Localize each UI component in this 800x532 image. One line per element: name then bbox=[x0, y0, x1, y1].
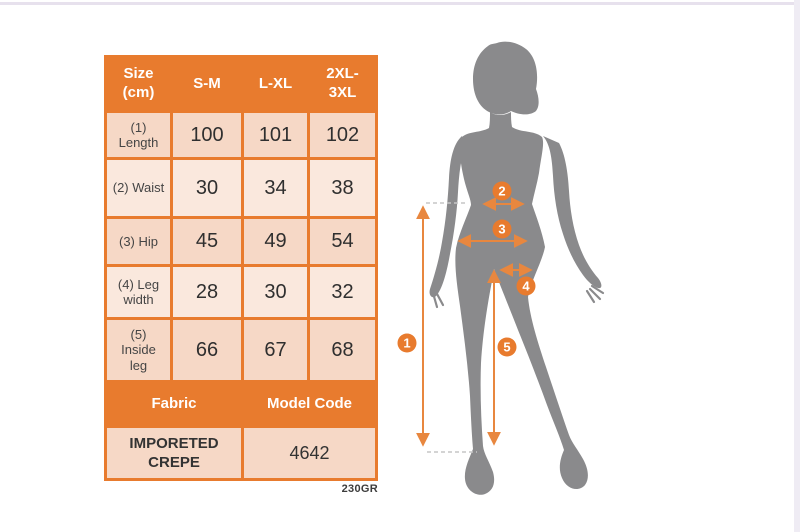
waist-sm-value: 30 bbox=[173, 160, 241, 216]
woman-silhouette bbox=[429, 41, 605, 495]
hip-sm-value: 45 bbox=[173, 219, 241, 264]
measure-badge-number: 4 bbox=[522, 279, 530, 294]
inside-leg-2xl3xl-value: 68 bbox=[310, 320, 375, 380]
measure-point-4: 4 bbox=[516, 276, 536, 296]
inside-leg-lxl-value: 67 bbox=[244, 320, 307, 380]
waist-2xl3xl-value: 38 bbox=[310, 160, 375, 216]
left-hand-fingers bbox=[431, 290, 445, 309]
silhouette-right-arm bbox=[543, 136, 602, 289]
fabric-data-row: IMPORETED CREPE 4642 bbox=[107, 428, 375, 478]
measure-badge-circle bbox=[492, 219, 512, 239]
hip-lxl-value: 49 bbox=[244, 219, 307, 264]
row-label-waist: (2) Waist bbox=[107, 160, 170, 216]
row-label-inside-leg: (5) Inside leg bbox=[107, 320, 170, 380]
measure-badge-circle bbox=[516, 276, 536, 296]
size-table: Size (cm) S-M L-XL 2XL- 3XL (1) Length 1… bbox=[104, 55, 378, 481]
measure-point-1: 1 bbox=[397, 333, 417, 353]
measure-badge-circle bbox=[492, 181, 512, 201]
measure-point-3: 3 bbox=[492, 219, 512, 239]
fabric-header-row: Fabric Model Code bbox=[107, 383, 375, 425]
row-label-hip: (3) Hip bbox=[107, 219, 170, 264]
length-lxl-value: 101 bbox=[244, 113, 307, 157]
silhouette-left-arm bbox=[429, 136, 465, 298]
measure-badge-number: 1 bbox=[403, 336, 410, 351]
measure-point-5: 5 bbox=[497, 337, 517, 357]
column-header-sm: S-M bbox=[193, 74, 221, 92]
fabric-header: Fabric bbox=[151, 394, 197, 412]
silhouette-head bbox=[473, 41, 539, 115]
leg-width-sm-value: 28 bbox=[173, 267, 241, 317]
leg-width-lxl-value: 30 bbox=[244, 267, 307, 317]
fabric-weight-note: 230GR bbox=[341, 483, 378, 495]
column-header-2xl3xl: 2XL- 3XL bbox=[326, 65, 359, 101]
hip-2xl3xl-value: 54 bbox=[310, 219, 375, 264]
column-header-size: Size (cm) bbox=[122, 65, 155, 101]
silhouette-body bbox=[455, 112, 588, 495]
size-table-body: (1) Length 100 101 102 (2) Waist 30 34 3… bbox=[107, 113, 375, 380]
fabric-value: IMPORETED CREPE bbox=[107, 428, 241, 478]
measure-badge-circle bbox=[497, 337, 517, 357]
row-label-length: (1) Length bbox=[107, 113, 170, 157]
measure-badge-number: 2 bbox=[498, 184, 505, 199]
right-hand-fingers bbox=[585, 284, 605, 304]
inside-leg-sm-value: 66 bbox=[173, 320, 241, 380]
right-edge-strip bbox=[794, 0, 800, 532]
size-table-header-row: Size (cm) S-M L-XL 2XL- 3XL bbox=[107, 58, 375, 110]
measure-point-2: 2 bbox=[492, 181, 512, 201]
waist-lxl-value: 34 bbox=[244, 160, 307, 216]
model-code-header: Model Code bbox=[267, 394, 352, 412]
measurement-figure: 1 2 3 4 5 bbox=[397, 41, 605, 495]
length-2xl3xl-value: 102 bbox=[310, 113, 375, 157]
column-header-lxl: L-XL bbox=[258, 74, 293, 92]
model-code-value: 4642 bbox=[244, 428, 375, 478]
leg-width-2xl3xl-value: 32 bbox=[310, 267, 375, 317]
top-edge-line bbox=[0, 2, 800, 5]
measure-badge-circle bbox=[397, 333, 417, 353]
measure-badge-number: 3 bbox=[498, 222, 505, 237]
length-sm-value: 100 bbox=[173, 113, 241, 157]
row-label-leg-width: (4) Leg width bbox=[107, 267, 170, 317]
measure-badge-number: 5 bbox=[503, 340, 510, 355]
